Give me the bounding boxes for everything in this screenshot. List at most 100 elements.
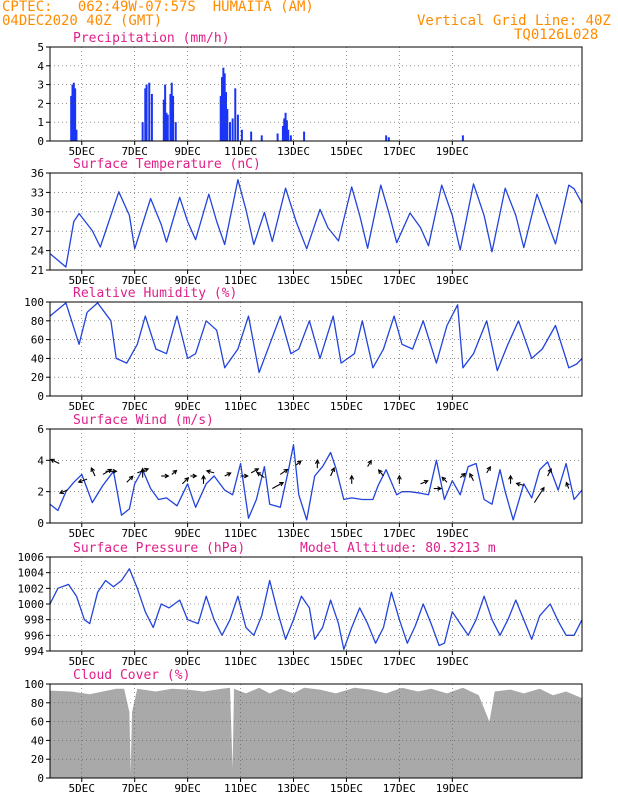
wind-arrow bbox=[378, 469, 384, 477]
temperature-ytick-label: 24 bbox=[31, 245, 45, 258]
precipitation-bar bbox=[148, 82, 151, 141]
wind-arrow-head bbox=[515, 481, 521, 487]
precipitation-bar bbox=[72, 82, 75, 141]
cloud-cover-ytick-label: 80 bbox=[31, 697, 44, 710]
humidity-xtick-label: 5DEC bbox=[69, 400, 96, 413]
precipitation-bar bbox=[283, 118, 286, 141]
wind-arrow-head bbox=[461, 472, 466, 478]
humidity-xtick-label: 7DEC bbox=[121, 400, 148, 413]
wind-arrow-head bbox=[367, 459, 372, 465]
precipitation-bar bbox=[150, 94, 153, 141]
humidity-xtick-label: 13DEC bbox=[277, 400, 310, 413]
temperature-xtick-label: 17DEC bbox=[383, 274, 416, 287]
precipitation-xtick-label: 7DEC bbox=[121, 145, 148, 158]
precipitation-title: Precipitation (mm/h) bbox=[73, 31, 230, 46]
wind-arrow-head bbox=[314, 459, 320, 464]
wind-ytick-label: 6 bbox=[37, 423, 44, 436]
wind-arrow bbox=[102, 468, 112, 475]
temperature-xtick-label: 7DEC bbox=[121, 274, 148, 287]
cloud-cover-xtick-label: 9DEC bbox=[174, 782, 201, 795]
pressure-ytick-label: 994 bbox=[24, 645, 44, 658]
wind-arrow-head bbox=[144, 467, 150, 473]
humidity-ytick-label: 40 bbox=[31, 352, 44, 365]
precipitation-bar bbox=[166, 114, 169, 141]
cloud-cover-ytick-label: 20 bbox=[31, 753, 44, 766]
precipitation-bar bbox=[287, 129, 290, 141]
precipitation-bar bbox=[145, 84, 148, 141]
wind-arrow-head bbox=[396, 474, 402, 480]
cloud-cover-xtick-label: 17DEC bbox=[383, 782, 416, 795]
precipitation-ytick-label: 4 bbox=[37, 60, 44, 73]
wind-arrow bbox=[441, 476, 448, 483]
precipitation-bar bbox=[172, 95, 175, 141]
precipitation-bar bbox=[240, 129, 243, 141]
precipitation-bar bbox=[70, 95, 73, 141]
wind-arrow bbox=[126, 475, 134, 483]
wind-arrow bbox=[279, 468, 288, 475]
wind-arrow-head bbox=[423, 479, 429, 485]
wind-xtick-label: 17DEC bbox=[383, 527, 416, 540]
humidity-ytick-label: 0 bbox=[37, 390, 44, 403]
cloud-cover-xtick-label: 7DEC bbox=[121, 782, 148, 795]
wind-arrow-head bbox=[349, 474, 355, 480]
wind-arrow-head bbox=[49, 458, 55, 464]
wind-arrow bbox=[50, 458, 60, 464]
wind-arrow bbox=[367, 460, 372, 467]
cloud-cover-xtick-label: 19DEC bbox=[436, 782, 469, 795]
precipitation-ytick-label: 0 bbox=[37, 135, 44, 148]
precipitation-xtick-label: 13DEC bbox=[277, 145, 310, 158]
temperature-ytick-label: 33 bbox=[31, 186, 44, 199]
pressure-frame bbox=[49, 556, 583, 652]
humidity-xtick-label: 17DEC bbox=[383, 400, 416, 413]
wind-arrow-head bbox=[192, 473, 198, 479]
precipitation-bar bbox=[74, 88, 77, 141]
wind-xtick-label: 13DEC bbox=[277, 527, 310, 540]
wind-arrow-head bbox=[486, 465, 491, 471]
wind-arrow-head bbox=[205, 469, 211, 475]
precipitation-xtick-label: 15DEC bbox=[330, 145, 363, 158]
wind-xtick-label: 19DEC bbox=[436, 527, 469, 540]
cloud-cover-frame bbox=[49, 683, 583, 779]
header-vertical-grid: Vertical Grid Line: 40Z bbox=[417, 13, 611, 29]
precipitation-frame bbox=[49, 46, 583, 142]
wind-arrow bbox=[516, 482, 524, 486]
humidity-xtick-label: 11DEC bbox=[224, 400, 257, 413]
temperature-xtick-label: 19DEC bbox=[436, 274, 469, 287]
pressure-xtick-label: 9DEC bbox=[174, 655, 201, 668]
cloud-cover-title: Cloud Cover (%) bbox=[73, 668, 190, 683]
precipitation-bar bbox=[303, 131, 306, 141]
humidity-xtick-label: 9DEC bbox=[174, 400, 201, 413]
humidity-ytick-label: 60 bbox=[31, 334, 44, 347]
pressure-annotation: Model Altitude: 80.3213 m bbox=[300, 541, 496, 556]
cloud-cover-ytick-label: 100 bbox=[24, 678, 44, 691]
wind-arrow-head bbox=[164, 473, 170, 479]
wind-ytick-label: 4 bbox=[37, 454, 44, 467]
precipitation-bar bbox=[164, 84, 167, 141]
humidity-xtick-label: 19DEC bbox=[436, 400, 469, 413]
precipitation-bar bbox=[221, 77, 224, 141]
temperature-xtick-label: 13DEC bbox=[277, 274, 310, 287]
cloud-cover-xtick-label: 13DEC bbox=[277, 782, 310, 795]
precipitation-bar bbox=[219, 95, 222, 141]
temperature-xtick-label: 11DEC bbox=[224, 274, 257, 287]
wind-arrow-head bbox=[256, 471, 262, 477]
wind-arrow-head bbox=[140, 467, 146, 473]
precipitation-xtick-label: 11DEC bbox=[224, 145, 257, 158]
precipitation-bar bbox=[162, 99, 165, 141]
pressure-xtick-label: 7DEC bbox=[121, 655, 148, 668]
cloud-cover-ytick-label: 60 bbox=[31, 716, 44, 729]
pressure-xtick-label: 17DEC bbox=[383, 655, 416, 668]
precipitation-bar bbox=[236, 114, 239, 141]
pressure-ytick-label: 1000 bbox=[18, 598, 45, 611]
pressure-title: Surface Pressure (hPa) bbox=[73, 541, 245, 556]
precipitation-bar bbox=[169, 94, 172, 141]
temperature-ytick-label: 27 bbox=[31, 225, 44, 238]
wind-xtick-label: 15DEC bbox=[330, 527, 363, 540]
humidity-xtick-label: 15DEC bbox=[330, 400, 363, 413]
wind-arrow bbox=[533, 487, 545, 503]
cloud-cover-area bbox=[50, 687, 582, 778]
precipitation-bar bbox=[222, 67, 225, 141]
temperature-xtick-label: 15DEC bbox=[330, 274, 363, 287]
wind-arrow bbox=[206, 470, 215, 474]
